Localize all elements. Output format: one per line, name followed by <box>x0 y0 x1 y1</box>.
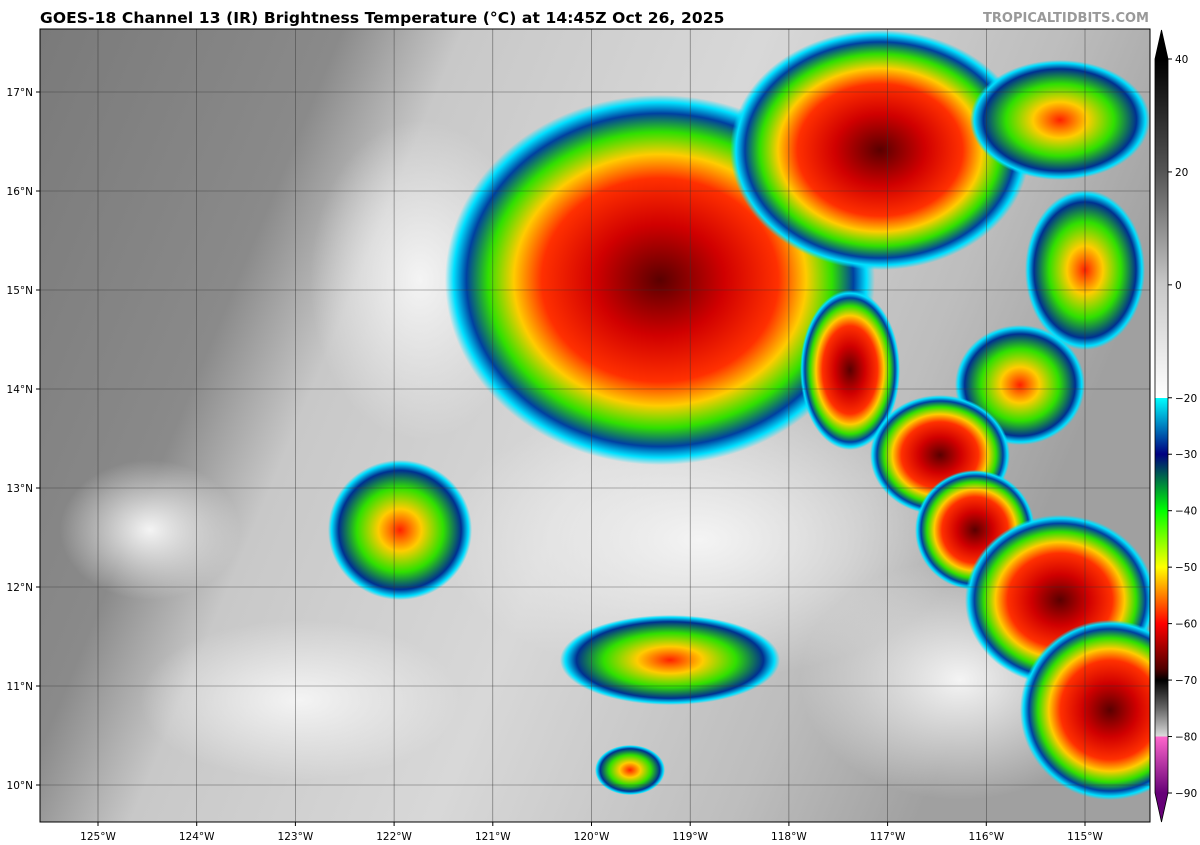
lon-label: 119°W <box>672 831 708 843</box>
lon-label: 115°W <box>1067 831 1103 843</box>
lon-label: 125°W <box>80 831 116 843</box>
lon-label: 118°W <box>771 831 807 843</box>
colorbar-gradient <box>1155 59 1168 793</box>
lon-label: 123°W <box>278 831 314 843</box>
colorbar-tick-label: −80 <box>1175 732 1197 744</box>
colorbar-tick-label: −40 <box>1175 506 1197 518</box>
colorbar-tick-label: −20 <box>1175 393 1197 405</box>
lon-label: 122°W <box>376 831 412 843</box>
lat-label: 16°N <box>7 186 33 198</box>
colorbar-tick-label: −30 <box>1175 449 1197 461</box>
lat-label: 14°N <box>7 384 33 396</box>
lat-label: 10°N <box>7 780 33 792</box>
colorbar-tick-label: −60 <box>1175 619 1197 631</box>
lon-label: 121°W <box>475 831 511 843</box>
lat-label: 17°N <box>7 87 33 99</box>
colorbar-tick-label: 20 <box>1175 167 1188 179</box>
lat-label: 11°N <box>7 681 33 693</box>
colorbar-tick-label: −90 <box>1175 788 1197 800</box>
lat-label: 15°N <box>7 285 33 297</box>
map-title: GOES-18 Channel 13 (IR) Brightness Tempe… <box>40 9 725 27</box>
colorbar-tick-label: 40 <box>1175 54 1188 66</box>
lon-label: 117°W <box>870 831 906 843</box>
lat-lon-grid <box>40 29 1150 822</box>
colorbar-tick-label: −70 <box>1175 675 1197 687</box>
colorbar-tick-label: 0 <box>1175 280 1182 292</box>
colorbar-tick-label: −50 <box>1175 562 1197 574</box>
lat-label: 13°N <box>7 483 33 495</box>
lon-label: 116°W <box>968 831 1004 843</box>
lat-label: 12°N <box>7 582 33 594</box>
colorbar: 40 20 0 −20 −30 −40 −50 −60 −70 −80 −90 <box>1154 29 1197 823</box>
lon-label: 120°W <box>574 831 610 843</box>
lon-label: 124°W <box>179 831 215 843</box>
brand-watermark: TROPICALTIDBITS.COM <box>983 11 1149 26</box>
imagery <box>40 29 1150 822</box>
